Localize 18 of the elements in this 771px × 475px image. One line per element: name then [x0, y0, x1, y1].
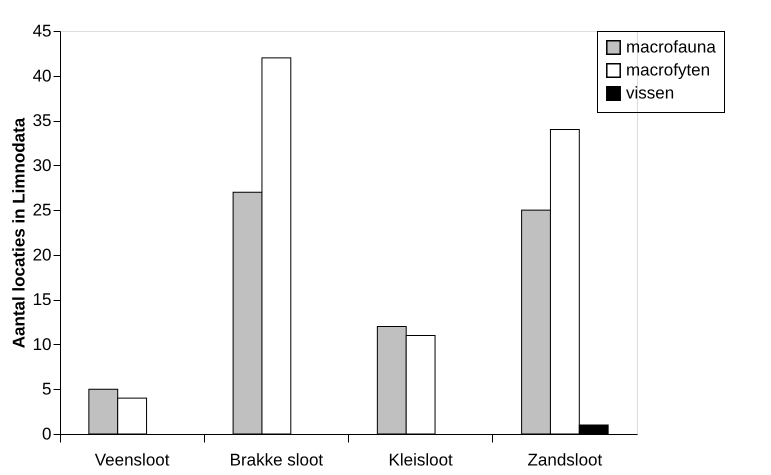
y-tick-label: 35	[32, 111, 52, 130]
y-tick-label: 25	[32, 200, 52, 220]
y-tick-label: 5	[42, 380, 52, 399]
x-tick-label: Zandsloot	[528, 450, 602, 470]
x-tick-label: Kleisloot	[388, 450, 454, 470]
y-tick-label: 40	[32, 66, 52, 86]
legend-label: vissen	[626, 84, 674, 102]
y-tick-label: 30	[32, 156, 52, 175]
x-tick-label: Brakke sloot	[230, 450, 324, 470]
legend-label: macrofyten	[626, 60, 710, 80]
legend-label: macrofauna	[626, 38, 716, 56]
y-tick-label: 15	[32, 290, 52, 310]
y-tick-label: 10	[32, 334, 52, 354]
y-tick-label: 20	[32, 245, 52, 264]
x-tick-label: Veensloot	[94, 450, 170, 470]
y-axis-title: Aantal locaties in Limnodata	[10, 117, 29, 348]
y-tick-label: 0	[42, 424, 52, 444]
y-tick-label: 45	[32, 22, 52, 40]
